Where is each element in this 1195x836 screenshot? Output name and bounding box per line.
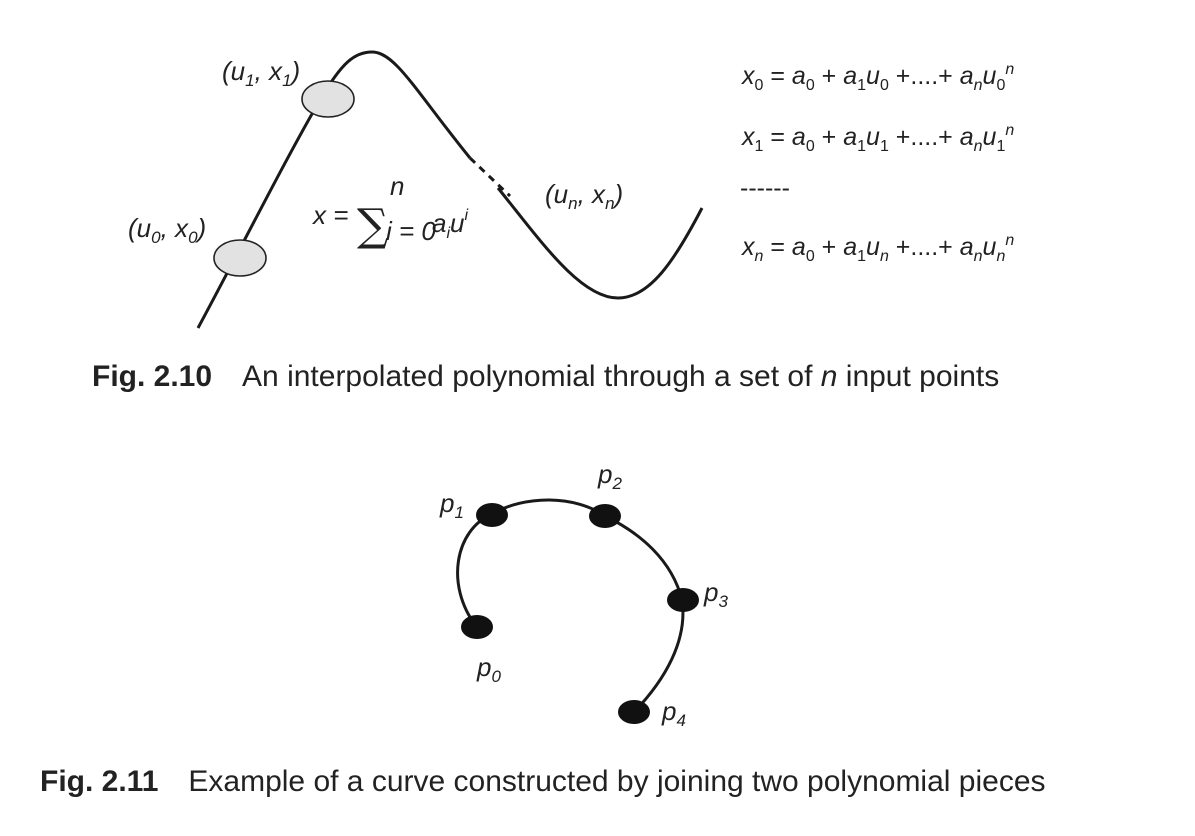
svg-text:∑: ∑ <box>357 200 388 251</box>
svg-text:x =: x = <box>311 200 348 230</box>
svg-text:i = 0: i = 0 <box>386 216 436 246</box>
point-p1 <box>476 503 508 527</box>
point-p3 <box>667 588 699 612</box>
point-p4 <box>618 700 650 724</box>
equation-ellipsis: ------ <box>740 174 790 202</box>
label-p1: p1 <box>439 488 464 522</box>
point-p2 <box>589 504 621 528</box>
caption-fig-2-11: Fig. 2.11 Example of a curve constructed … <box>40 765 1046 799</box>
svg-text:n: n <box>390 171 404 201</box>
point-marker-u0-x0 <box>213 239 267 277</box>
caption-fig-2-10: Fig. 2.10 An interpolated polynomial thro… <box>92 360 999 394</box>
label-p4: p4 <box>661 696 686 730</box>
equation-x0: x0 = a0 + a1u0 +....+ anu0n <box>741 61 1014 94</box>
label-p3: p3 <box>703 577 728 611</box>
svg-text:aiui: aiui <box>432 207 469 242</box>
equation-system: x0 = a0 + a1u0 +....+ anu0n x1 = a0 + a1… <box>740 61 1014 265</box>
point-marker-u1-x1 <box>301 80 355 118</box>
equation-x1: x1 = a0 + a1u1 +....+ anu1n <box>741 122 1014 155</box>
caption-text: Example of a curve constructed by joinin… <box>188 765 1046 798</box>
point-p0 <box>461 615 493 639</box>
caption-number: Fig. 2.11 <box>40 765 159 798</box>
caption-italic: n <box>820 360 838 393</box>
label-u0-x0: (u0, x0) <box>128 213 206 247</box>
caption-text: An interpolated polynomial through a set… <box>242 360 821 393</box>
interpolated-curve <box>196 50 704 329</box>
caption-text-end: input points <box>837 360 1000 393</box>
caption-number: Fig. 2.10 <box>92 360 213 393</box>
label-u1-x1: (u1, x1) <box>222 56 300 90</box>
label-p2: p2 <box>597 459 622 493</box>
equation-xn: xn = a0 + a1un +....+ anunn <box>741 232 1014 265</box>
label-un-xn: (un, xn) <box>545 179 623 213</box>
label-p0: p0 <box>476 652 501 686</box>
polynomial-formula: x = ∑ n i = 0 aiui <box>311 171 469 251</box>
control-points <box>461 503 699 724</box>
